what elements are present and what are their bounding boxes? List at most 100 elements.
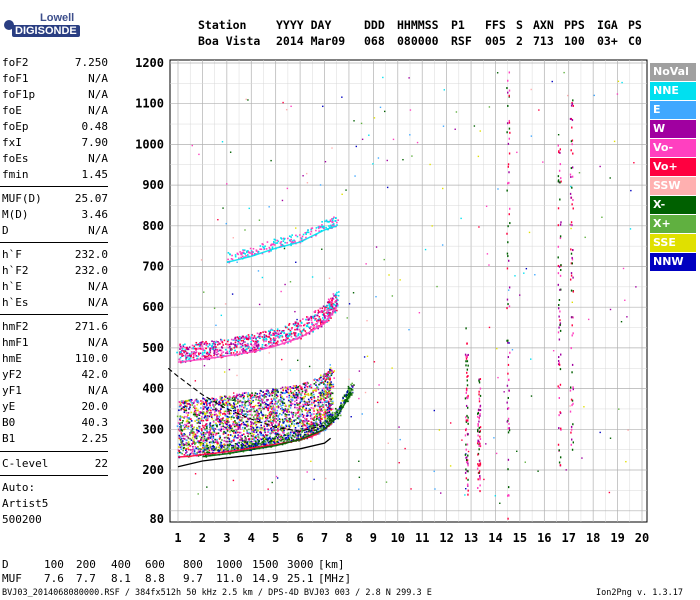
echo-dot (265, 334, 268, 337)
echo-dot (194, 445, 197, 448)
interference-dot (477, 423, 479, 426)
echo-dot (343, 395, 346, 398)
echo-dot (216, 399, 218, 401)
echo-dot (319, 318, 322, 321)
echo-dot (250, 427, 252, 430)
echo-dot (205, 445, 207, 447)
echo-dot (236, 344, 238, 346)
echo-dot (254, 342, 256, 345)
echo-dot (307, 404, 310, 406)
echo-dot (184, 408, 186, 411)
echo-dot (256, 410, 259, 413)
echo-dot (237, 401, 240, 403)
echo-dot (250, 250, 253, 252)
noise-dot (221, 141, 224, 143)
interference-dot (508, 389, 510, 392)
noise-dot (270, 159, 272, 162)
echo-dot (319, 391, 322, 394)
x-tick-label: 2 (199, 531, 206, 545)
echo-dot (254, 340, 257, 343)
param-name: h`F (2, 248, 22, 261)
echo-dot (197, 343, 200, 346)
echo-dot (230, 429, 233, 432)
echo-dot (285, 337, 288, 340)
echo-dot (258, 407, 261, 410)
echo-dot (283, 398, 285, 401)
echo-dot (228, 440, 231, 443)
noise-dot (346, 317, 348, 319)
echo-dot (185, 409, 188, 412)
noise-dot (191, 144, 193, 147)
echo-dot (323, 408, 326, 411)
echo-dot (329, 417, 331, 420)
echo-dot (282, 397, 284, 400)
echo-dot (212, 405, 215, 407)
echo-dot (195, 412, 197, 414)
echo-dot (272, 405, 275, 407)
echo-dot (295, 234, 297, 237)
noise-dot (620, 320, 623, 323)
echo-dot (316, 323, 318, 325)
interference-dot (466, 469, 468, 472)
echo-dot (310, 398, 313, 401)
interference-dot (508, 286, 511, 289)
echo-dot (266, 419, 269, 422)
echo-dot (255, 396, 258, 399)
echo-dot (234, 341, 237, 344)
echo-dot (283, 432, 285, 434)
echo-dot (200, 411, 202, 414)
interference-dot (507, 255, 509, 258)
param-row: h`F 232.0 (2, 248, 108, 262)
echo-dot (265, 393, 268, 395)
echo-dot (272, 437, 275, 440)
echo-dot (296, 388, 298, 391)
echo-dot (333, 303, 336, 306)
echo-dot (194, 347, 196, 350)
echo-dot (263, 248, 266, 251)
echo-dot (227, 409, 230, 412)
echo-dot (331, 313, 334, 316)
echo-dot (327, 410, 330, 412)
echo-dot (233, 398, 236, 401)
interference-dot (476, 442, 479, 445)
echo-dot (323, 425, 325, 428)
noise-dot (290, 394, 292, 397)
echo-dot (312, 389, 315, 392)
param-name: M(D) (2, 208, 29, 221)
echo-dot (249, 247, 252, 250)
echo-dot (299, 330, 302, 332)
echo-dot (282, 389, 285, 392)
echo-dot (328, 390, 330, 392)
interference-dot (465, 448, 467, 451)
echo-dot (265, 406, 268, 408)
echo-dot (185, 406, 188, 409)
echo-dot (202, 432, 205, 435)
echo-dot (245, 442, 248, 445)
interference-dot (467, 464, 469, 467)
echo-dot (251, 406, 254, 408)
echo-dot (205, 416, 208, 419)
echo-dot (234, 435, 236, 438)
echo-dot (234, 412, 237, 415)
noise-dot (324, 477, 327, 480)
echo-dot (335, 414, 337, 417)
echo-dot (190, 420, 193, 422)
noise-dot (271, 481, 273, 484)
echo-dot (179, 419, 182, 422)
echo-dot (193, 407, 196, 410)
echo-dot (327, 418, 330, 420)
echo-dot (200, 400, 202, 402)
echo-dot (240, 252, 242, 255)
echo-dot (238, 335, 241, 338)
echo-dot (195, 341, 198, 344)
echo-dot (314, 429, 316, 432)
echo-dot (247, 400, 249, 402)
echo-dot (259, 427, 262, 430)
echo-dot (193, 431, 195, 434)
echo-dot (218, 449, 221, 452)
echo-dot (198, 440, 201, 442)
interference-dot (466, 371, 468, 374)
echo-dot (197, 446, 199, 448)
echo-dot (195, 351, 198, 353)
echo-dot (245, 254, 247, 257)
